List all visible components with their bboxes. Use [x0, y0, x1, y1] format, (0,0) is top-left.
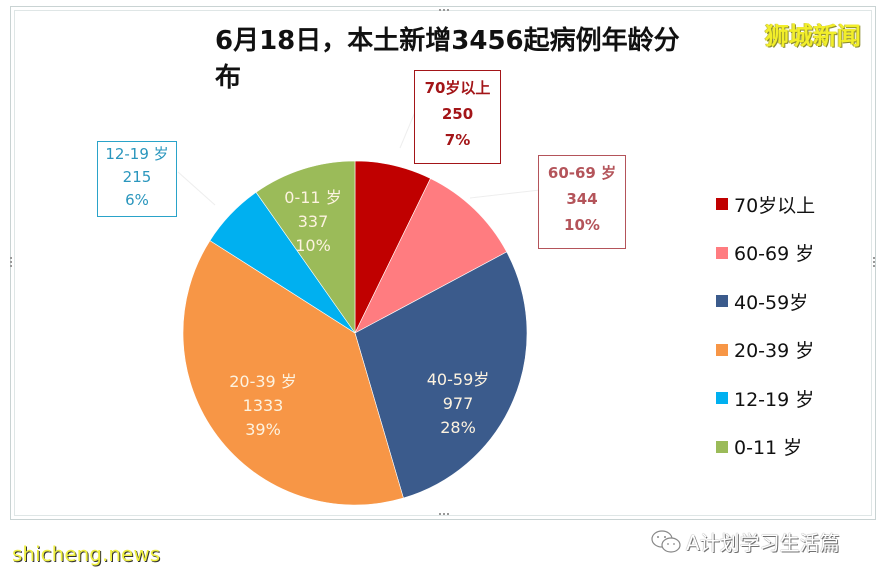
- slice-label-20-39: 20-39 岁 1333 39%: [218, 370, 308, 442]
- slice-label-value: 337: [297, 212, 329, 231]
- chart-frame: [10, 6, 876, 520]
- slice-label-pct: 39%: [245, 420, 281, 439]
- legend-swatch: [716, 295, 728, 308]
- callout-pct: 7%: [444, 131, 471, 149]
- legend-item-60-69: 60-69 岁: [716, 229, 815, 278]
- wechat-icon: [651, 529, 681, 553]
- pie-slice: [255, 160, 356, 334]
- legend-swatch: [716, 246, 728, 259]
- slice-label-0-11: 0-11 岁 337 10%: [278, 186, 348, 258]
- legend-item-20-39: 20-39 岁: [716, 326, 815, 375]
- callout-value: 344: [566, 190, 598, 208]
- callout-60-69: 60-69 岁 344 10%: [538, 155, 626, 249]
- callout-pct: 10%: [564, 216, 600, 234]
- leader-line-60: [469, 189, 541, 199]
- leader-line-12: [177, 171, 216, 206]
- callout-12-19: 12-19 岁 215 6%: [97, 141, 177, 217]
- legend-label: 70岁以上: [734, 194, 816, 217]
- pie-slice: [182, 240, 404, 506]
- slice-label-value: 1333: [242, 396, 284, 415]
- legend-swatch: [716, 343, 728, 356]
- callout-label: 12-19 岁: [105, 145, 169, 163]
- brand-logo: 狮城新闻: [765, 22, 861, 50]
- legend-item-12-19: 12-19 岁: [716, 374, 815, 423]
- slice-label-text: 20-39 岁: [229, 372, 297, 391]
- slice-label-text: 40-59岁: [426, 370, 490, 389]
- legend-label: 20-39 岁: [734, 340, 815, 363]
- legend-swatch: [716, 392, 728, 405]
- footer-watermark-left: shicheng.news: [12, 542, 161, 566]
- callout-label: 70岁以上: [424, 79, 491, 97]
- pie-slice: [354, 251, 528, 499]
- legend-label: 12-19 岁: [734, 388, 815, 411]
- callout-value: 250: [441, 105, 474, 123]
- slice-label-40-59: 40-59岁 977 28%: [413, 368, 503, 440]
- footer-watermark-right: A计划学习生活篇: [650, 527, 840, 556]
- legend-label: 60-69 岁: [734, 243, 815, 266]
- slice-label-text: 0-11 岁: [284, 188, 342, 207]
- legend-item-40-59: 40-59岁: [716, 277, 815, 326]
- callout-pct: 6%: [125, 191, 149, 209]
- legend-item-70-plus: 70岁以上: [716, 180, 815, 229]
- legend-label: 0-11 岁: [734, 437, 803, 460]
- slice-label-value: 977: [442, 394, 474, 413]
- legend-item-0-11: 0-11 岁: [716, 423, 815, 472]
- chart-title: 6月18日，本土新增3456起病例年龄分布: [215, 26, 680, 93]
- callout-value: 215: [122, 168, 152, 186]
- resize-handle-right[interactable]: [873, 257, 878, 267]
- legend-swatch: [716, 440, 728, 453]
- callout-label: 60-69 岁: [547, 164, 617, 182]
- legend-swatch: [716, 198, 728, 211]
- callout-70-plus: 70岁以上 250 7%: [414, 70, 501, 164]
- pie-slice: [354, 178, 508, 334]
- resize-handle-left[interactable]: [10, 257, 15, 267]
- footer-watermark-right-text: A计划学习生活篇: [686, 531, 840, 555]
- slice-label-pct: 28%: [440, 418, 476, 437]
- resize-handle-bottom[interactable]: [439, 513, 449, 518]
- legend-label: 40-59岁: [734, 291, 809, 314]
- chart-legend: 70岁以上 60-69 岁 40-59岁 20-39 岁 12-19 岁 0-1…: [716, 180, 815, 471]
- slice-label-pct: 10%: [295, 236, 331, 255]
- resize-handle-top[interactable]: [439, 9, 449, 14]
